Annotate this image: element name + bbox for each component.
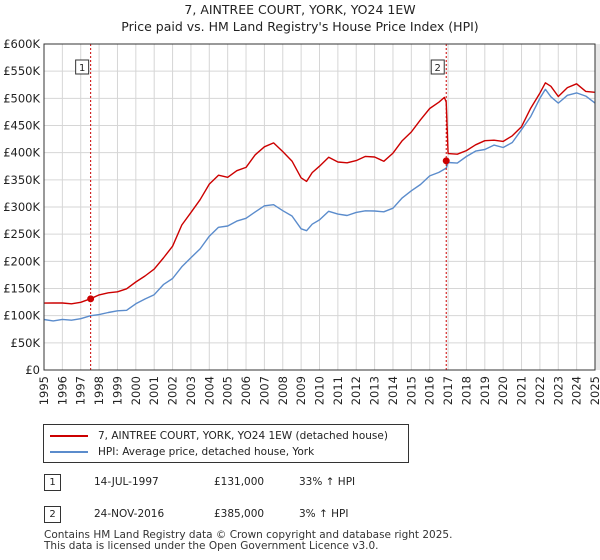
- legend-item-hpi: HPI: Average price, detached house, York: [50, 444, 314, 460]
- x-tick-label: 2006: [239, 376, 253, 405]
- footer-line-1: Contains HM Land Registry data © Crown c…: [44, 529, 453, 541]
- chart-title: 7, AINTREE COURT, YORK, YO24 1EW: [184, 2, 415, 17]
- x-tick-label: 2010: [313, 376, 327, 405]
- legend-item-property: 7, AINTREE COURT, YORK, YO24 1EW (detach…: [50, 428, 388, 444]
- transaction-price: £385,000: [214, 508, 265, 520]
- property-series-line: [43, 82, 596, 305]
- x-tick-label: 2025: [588, 376, 600, 405]
- x-tick-label: 1997: [74, 376, 88, 405]
- x-tick-label: 2000: [129, 376, 143, 405]
- transaction-date: 24-NOV-2016: [94, 508, 165, 520]
- y-tick-label: £250K: [3, 227, 40, 241]
- y-tick-label: £600K: [3, 37, 40, 51]
- x-tick-label: 2021: [515, 376, 529, 405]
- x-tick-label: 1995: [37, 376, 51, 405]
- y-tick-label: £500K: [3, 91, 40, 105]
- chart-subtitle: Price paid vs. HM Land Registry's House …: [121, 19, 478, 34]
- y-tick-label: £50K: [11, 336, 41, 350]
- transaction-date: 14-JUL-1997: [94, 476, 159, 488]
- future-shaded-region: [595, 44, 600, 370]
- marker-2-box: [430, 59, 445, 75]
- x-tick-label: 1996: [55, 376, 69, 405]
- x-tick-label: 2014: [386, 376, 400, 405]
- x-tick-label: 2003: [184, 376, 198, 405]
- price-chart: 7, AINTREE COURT, YORK, YO24 1EW Price p…: [3, 2, 600, 405]
- y-tick-label: £200K: [3, 254, 40, 268]
- x-tick-label: 2012: [349, 376, 363, 405]
- transaction-row: 2 24-NOV-2016 £385,000 3% ↑ HPI: [44, 506, 404, 524]
- x-tick-label: 2018: [459, 376, 473, 405]
- x-tick-label: 2019: [478, 376, 492, 405]
- x-tick-label: 2002: [166, 376, 180, 405]
- transaction-price: £131,000: [214, 476, 265, 488]
- marker-1-point: [87, 295, 95, 303]
- x-tick-label: 2013: [368, 376, 382, 405]
- y-tick-label: £300K: [3, 200, 40, 214]
- marker-1-label: 1: [79, 63, 85, 74]
- transaction-number: 2: [44, 506, 61, 523]
- y-tick-label: £350K: [3, 173, 40, 187]
- y-tick-label: £100K: [3, 309, 40, 323]
- marker-2-label: 2: [435, 63, 441, 74]
- legend-swatch-blue: [50, 451, 88, 453]
- y-tick-label: £450K: [3, 119, 40, 133]
- x-tick-label: 2008: [276, 376, 290, 405]
- y-tick-label: £0: [25, 363, 40, 377]
- marker-1-box: [75, 59, 90, 75]
- x-tick-label: 2001: [147, 376, 161, 405]
- x-tick-label: 2015: [404, 376, 418, 405]
- footer-line-2: This data is licensed under the Open Gov…: [44, 540, 379, 552]
- footer-notice: Contains HM Land Registry data © Crown c…: [44, 530, 452, 552]
- marker-2-point: [442, 157, 450, 165]
- x-tick-label: 2005: [221, 376, 235, 405]
- x-tick-label: 2004: [202, 376, 216, 405]
- x-tick-label: 2024: [570, 376, 584, 405]
- chart-legend: 7, AINTREE COURT, YORK, YO24 1EW (detach…: [43, 424, 409, 463]
- transaction-number: 1: [44, 474, 61, 491]
- transaction-hpi: 33% ↑ HPI: [299, 476, 356, 488]
- x-tick-label: 1999: [110, 376, 124, 405]
- plot-frame: [43, 43, 596, 371]
- x-tick-label: 2007: [257, 376, 271, 405]
- x-tick-label: 1998: [92, 376, 106, 405]
- transaction-hpi: 3% ↑ HPI: [299, 508, 349, 520]
- x-tick-label: 2009: [294, 376, 308, 405]
- x-tick-label: 2011: [331, 376, 345, 405]
- transaction-row: 1 14-JUL-1997 £131,000 33% ↑ HPI: [44, 474, 404, 492]
- legend-label-property: 7, AINTREE COURT, YORK, YO24 1EW (detach…: [98, 430, 388, 442]
- y-tick-label: £150K: [3, 282, 40, 296]
- x-tick-label: 2022: [533, 376, 547, 405]
- hpi-series-line: [43, 88, 596, 322]
- y-tick-label: £400K: [3, 146, 40, 160]
- x-tick-label: 2020: [496, 376, 510, 405]
- x-tick-label: 2017: [441, 376, 455, 405]
- legend-swatch-red: [50, 435, 88, 437]
- x-tick-label: 2016: [423, 376, 437, 405]
- x-tick-label: 2023: [551, 376, 565, 405]
- legend-label-hpi: HPI: Average price, detached house, York: [98, 446, 315, 458]
- y-tick-label: £550K: [3, 64, 40, 78]
